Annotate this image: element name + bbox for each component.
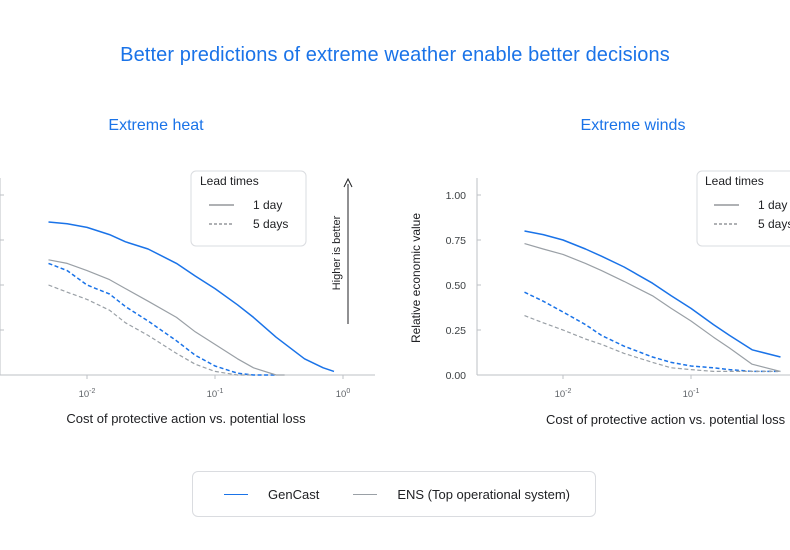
heat-series-ens-1-day	[48, 259, 285, 376]
heat-chart-title: Extreme heat	[108, 117, 204, 134]
winds-y-axis-label: Relative economic value	[409, 213, 423, 343]
higher-is-better-annotation: Higher is better	[331, 177, 353, 324]
winds-y-tick-label: 0.75	[446, 235, 467, 247]
legend-item-ens: ENS (Top operational system)	[353, 487, 570, 502]
winds-series-ens-5-days	[524, 315, 781, 372]
winds-lead-times-legend: Lead times 1 day 5 days	[696, 170, 790, 247]
heat-lead-times-legend: Lead times 1 day 5 days	[190, 170, 307, 247]
lead-legend-1day-label: 1 day	[253, 198, 282, 212]
winds-series-gencast-1-day	[524, 230, 781, 358]
legend-ens-label: ENS (Top operational system)	[397, 486, 570, 502]
legend-gencast-label: GenCast	[268, 486, 320, 502]
winds-x-axis-label: Cost of protective action vs. potential …	[546, 412, 786, 427]
chart-extreme-heat: Extreme heat 10-2 10-1 100 Cost of protect…	[0, 117, 375, 426]
legend-item-gencast: GenCast	[224, 487, 319, 502]
lead-legend-5days-label: 5 days	[758, 217, 790, 231]
gencast-line-swatch	[224, 493, 248, 495]
winds-series-ens-1-day	[524, 243, 781, 372]
arrow-head-icon	[343, 177, 353, 188]
winds-y-tick-label: 0.50	[446, 280, 467, 292]
chart-extreme-winds: Extreme winds Relative economic value 0.…	[409, 117, 790, 427]
higher-is-better-label: Higher is better	[331, 215, 343, 290]
lead-legend-title: Lead times	[705, 174, 764, 188]
lead-legend-box	[190, 170, 307, 247]
winds-series-gencast-5-days	[524, 291, 781, 373]
heat-plot-area: 10-2 10-1 100	[0, 178, 375, 400]
lead-legend-1day-label: 1 day	[758, 198, 787, 212]
heat-series-ens-5-days	[48, 284, 254, 376]
heat-x-tick-label: 10-2	[79, 388, 96, 400]
heat-x-tick-label: 100	[336, 388, 351, 400]
winds-x-tick-label: 10-1	[683, 388, 700, 400]
ens-line-swatch	[353, 493, 378, 495]
model-legend: GenCast ENS (Top operational system)	[192, 471, 596, 517]
heat-x-tick-label: 10-1	[207, 388, 224, 400]
winds-chart-title: Extreme winds	[581, 117, 686, 134]
page-title: Better predictions of extreme weather en…	[120, 44, 670, 66]
winds-y-tick-label: 0.25	[446, 325, 467, 337]
lead-legend-box	[696, 170, 790, 247]
lead-legend-title: Lead times	[200, 174, 259, 188]
winds-y-tick-label: 0.00	[446, 370, 467, 382]
heat-series-gencast-5-days	[48, 262, 277, 376]
winds-y-tick-label: 1.00	[446, 190, 467, 202]
winds-x-tick-label: 10-2	[555, 388, 572, 400]
winds-plot-area: 0.00 0.25 0.50 0.75 1.00 10-2 10-1	[446, 178, 790, 400]
lead-legend-5days-label: 5 days	[253, 217, 288, 231]
heat-x-axis-label: Cost of protective action vs. potential …	[66, 411, 306, 426]
heat-series-gencast-1-day	[48, 221, 335, 373]
